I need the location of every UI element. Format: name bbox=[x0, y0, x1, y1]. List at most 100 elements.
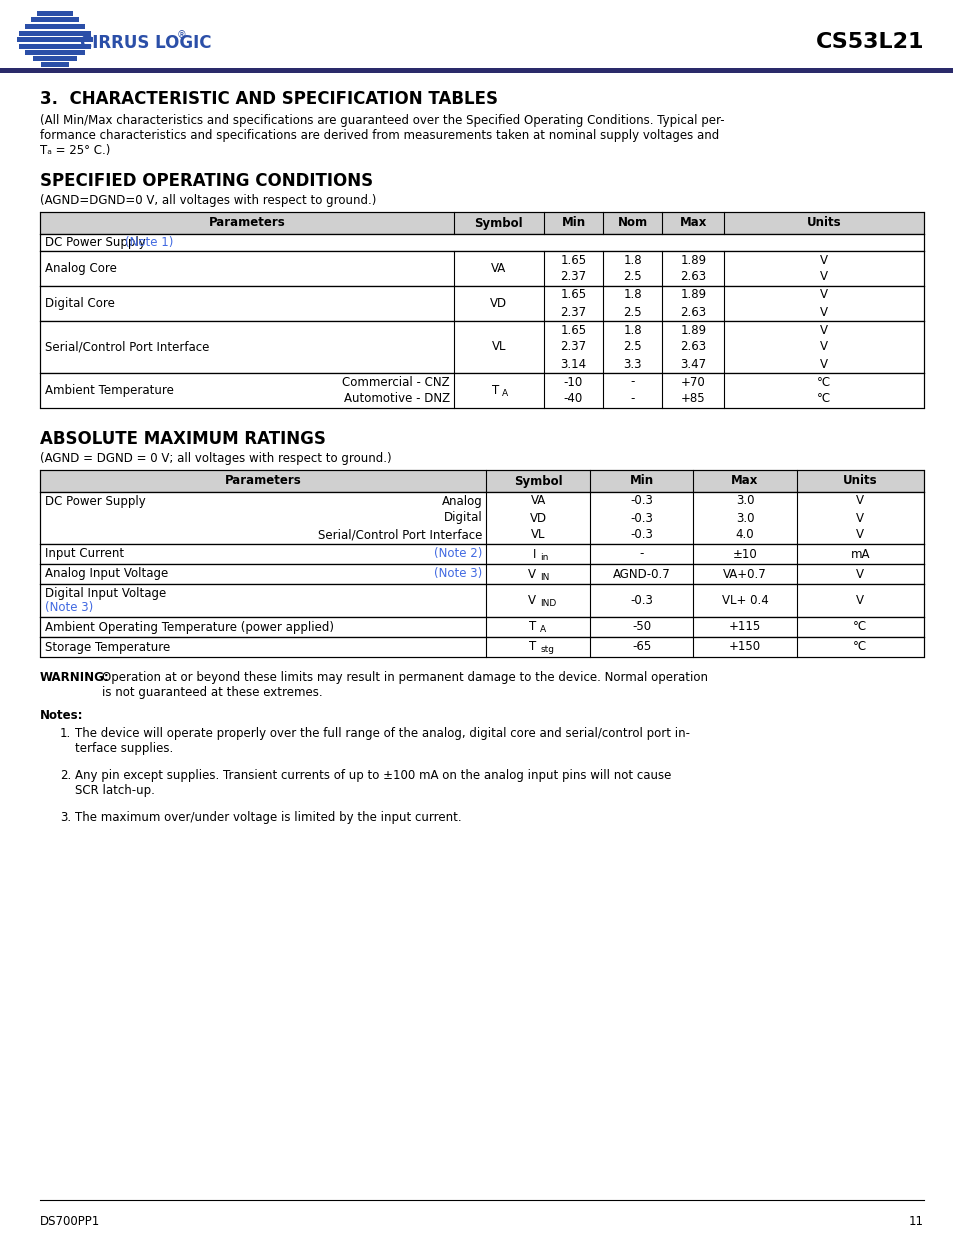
Text: Ambient Operating Temperature (power applied): Ambient Operating Temperature (power app… bbox=[45, 620, 334, 634]
Text: Parameters: Parameters bbox=[225, 474, 301, 488]
Text: Symbol: Symbol bbox=[514, 474, 562, 488]
Text: (Note 1): (Note 1) bbox=[125, 236, 173, 249]
Text: +70: +70 bbox=[680, 375, 705, 389]
Text: mA: mA bbox=[850, 547, 869, 561]
Text: The maximum over/under voltage is limited by the input current.: The maximum over/under voltage is limite… bbox=[75, 811, 461, 824]
Text: 1.65: 1.65 bbox=[559, 324, 586, 336]
Text: 2.: 2. bbox=[60, 769, 71, 782]
Text: °C: °C bbox=[816, 393, 830, 405]
Text: -: - bbox=[630, 375, 635, 389]
Text: DC Power Supply: DC Power Supply bbox=[45, 494, 146, 508]
Text: VA+0.7: VA+0.7 bbox=[722, 568, 766, 580]
Text: VA: VA bbox=[530, 494, 545, 508]
Text: V: V bbox=[856, 511, 863, 525]
Text: (Note 2): (Note 2) bbox=[434, 547, 482, 561]
Text: ±10: ±10 bbox=[732, 547, 757, 561]
Text: Max: Max bbox=[731, 474, 758, 488]
Bar bbox=[40, 584, 923, 618]
Text: is not guaranteed at these extremes.: is not guaranteed at these extremes. bbox=[102, 685, 322, 699]
Text: Min: Min bbox=[561, 216, 585, 230]
Bar bbox=[17, 37, 92, 42]
Text: Input Current: Input Current bbox=[45, 547, 124, 561]
Bar bbox=[25, 23, 85, 28]
Text: Parameters: Parameters bbox=[209, 216, 285, 230]
Text: Operation at or beyond these limits may result in permanent damage to the device: Operation at or beyond these limits may … bbox=[102, 671, 707, 684]
Text: +115: +115 bbox=[728, 620, 760, 634]
Text: V: V bbox=[820, 270, 827, 284]
Text: -0.3: -0.3 bbox=[630, 529, 652, 541]
Text: Commercial - CNZ: Commercial - CNZ bbox=[342, 375, 449, 389]
Text: V: V bbox=[856, 594, 863, 606]
Bar bbox=[40, 618, 923, 637]
Text: The device will operate properly over the full range of the analog, digital core: The device will operate properly over th… bbox=[75, 727, 689, 740]
Text: Digital Input Voltage: Digital Input Voltage bbox=[45, 588, 166, 600]
Text: 3.3: 3.3 bbox=[623, 357, 641, 370]
Text: I: I bbox=[532, 547, 536, 561]
Text: V: V bbox=[820, 341, 827, 353]
Text: DS700PP1: DS700PP1 bbox=[40, 1215, 100, 1228]
Bar bbox=[30, 17, 79, 22]
Text: V: V bbox=[856, 494, 863, 508]
Text: VD: VD bbox=[529, 511, 546, 525]
Text: A: A bbox=[501, 389, 507, 398]
Text: DC Power Supply: DC Power Supply bbox=[45, 236, 150, 249]
Text: 1.65: 1.65 bbox=[559, 253, 586, 267]
Text: A: A bbox=[539, 625, 546, 635]
Text: Notes:: Notes: bbox=[40, 709, 84, 722]
Text: VD: VD bbox=[490, 296, 507, 310]
Text: -0.3: -0.3 bbox=[630, 494, 652, 508]
Text: °C: °C bbox=[816, 375, 830, 389]
Text: AGND-0.7: AGND-0.7 bbox=[612, 568, 670, 580]
Bar bbox=[33, 56, 77, 61]
Text: 3.0: 3.0 bbox=[735, 494, 754, 508]
Text: 3.14: 3.14 bbox=[559, 357, 586, 370]
Text: Automotive - DNZ: Automotive - DNZ bbox=[343, 393, 449, 405]
Text: 1.65: 1.65 bbox=[559, 289, 586, 301]
Text: °C: °C bbox=[852, 641, 866, 653]
Text: V: V bbox=[820, 289, 827, 301]
Text: Units: Units bbox=[806, 216, 841, 230]
Text: 1.8: 1.8 bbox=[622, 253, 641, 267]
Text: V: V bbox=[820, 357, 827, 370]
Text: Units: Units bbox=[842, 474, 877, 488]
Text: SCR latch-up.: SCR latch-up. bbox=[75, 784, 154, 797]
Text: -0.3: -0.3 bbox=[630, 511, 652, 525]
Text: VL+ 0.4: VL+ 0.4 bbox=[720, 594, 767, 606]
Text: Serial/Control Port Interface: Serial/Control Port Interface bbox=[317, 529, 482, 541]
Text: -: - bbox=[639, 547, 643, 561]
Text: (AGND = DGND = 0 V; all voltages with respect to ground.): (AGND = DGND = 0 V; all voltages with re… bbox=[40, 452, 392, 466]
Text: +85: +85 bbox=[680, 393, 705, 405]
Text: 1.8: 1.8 bbox=[622, 289, 641, 301]
Text: 4.0: 4.0 bbox=[735, 529, 754, 541]
Bar bbox=[25, 49, 85, 56]
Text: CS53L21: CS53L21 bbox=[815, 32, 923, 52]
Text: +150: +150 bbox=[728, 641, 760, 653]
Text: 2.5: 2.5 bbox=[622, 305, 641, 319]
Text: Tₐ = 25° C.): Tₐ = 25° C.) bbox=[40, 144, 111, 157]
Text: 2.5: 2.5 bbox=[622, 270, 641, 284]
Text: Analog: Analog bbox=[441, 494, 482, 508]
Text: Analog Input Voltage: Analog Input Voltage bbox=[45, 568, 168, 580]
Text: -: - bbox=[630, 393, 635, 405]
Text: VL: VL bbox=[491, 341, 505, 353]
Text: (Note 3): (Note 3) bbox=[45, 601, 93, 615]
Bar bbox=[40, 637, 923, 657]
Text: 2.5: 2.5 bbox=[622, 341, 641, 353]
Text: 2.37: 2.37 bbox=[559, 270, 586, 284]
Text: °C: °C bbox=[852, 620, 866, 634]
Text: Serial/Control Port Interface: Serial/Control Port Interface bbox=[45, 341, 209, 353]
Text: 2.63: 2.63 bbox=[679, 270, 705, 284]
Text: SPECIFIED OPERATING CONDITIONS: SPECIFIED OPERATING CONDITIONS bbox=[40, 172, 373, 190]
Bar bbox=[40, 321, 923, 373]
Bar bbox=[40, 564, 923, 584]
Bar bbox=[40, 251, 923, 287]
Bar bbox=[19, 44, 91, 49]
Text: 1.8: 1.8 bbox=[622, 324, 641, 336]
Text: Any pin except supplies. Transient currents of up to ±100 mA on the analog input: Any pin except supplies. Transient curre… bbox=[75, 769, 671, 782]
Text: -65: -65 bbox=[631, 641, 651, 653]
Text: -0.3: -0.3 bbox=[630, 594, 652, 606]
Bar bbox=[40, 212, 923, 233]
Text: Min: Min bbox=[629, 474, 653, 488]
Bar bbox=[0, 68, 953, 73]
Text: ABSOLUTE MAXIMUM RATINGS: ABSOLUTE MAXIMUM RATINGS bbox=[40, 430, 326, 448]
